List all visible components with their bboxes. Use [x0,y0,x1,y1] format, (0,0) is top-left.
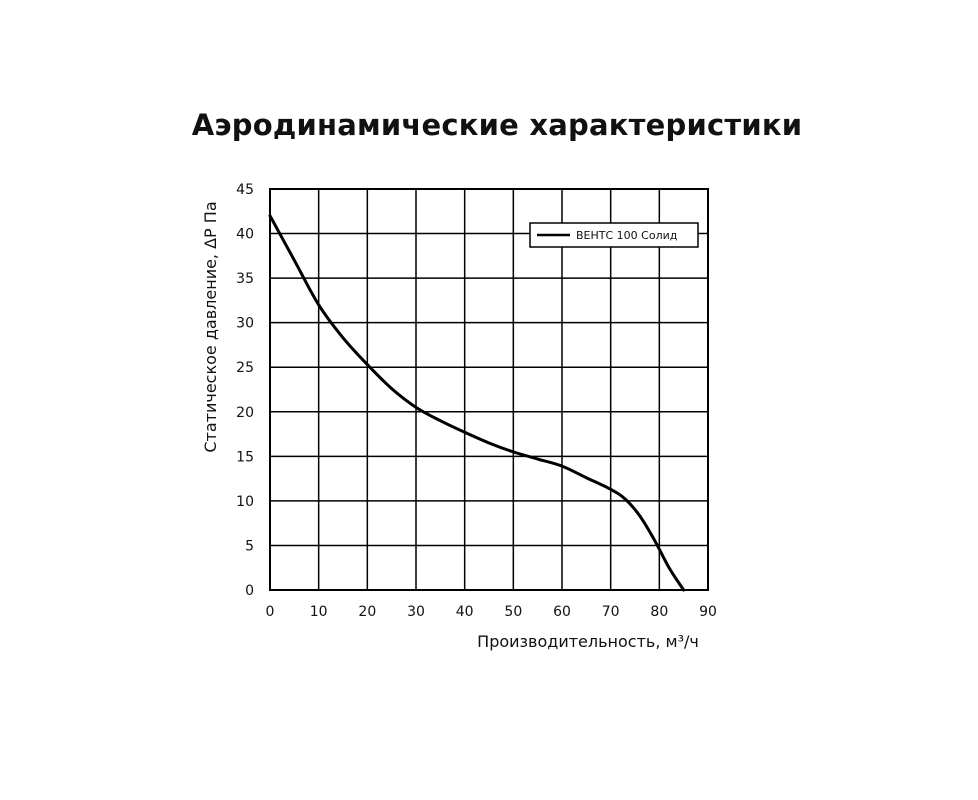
x-tick-label: 60 [553,604,571,620]
x-tick-label: 40 [456,604,474,620]
y-axis-label: Статическое давление, ΔР Па [201,201,220,452]
legend: ВЕНТС 100 Солид [529,222,699,248]
x-tick-label: 0 [266,604,275,620]
x-tick-label: 90 [699,604,717,620]
series-layer [268,214,686,592]
x-axis-label: Производительность, м³/ч [477,632,699,651]
plot-frame [269,188,709,591]
x-tick-label: 10 [310,604,328,620]
y-tick-label: 25 [236,360,254,376]
chart-title: Аэродинамические характеристики [191,108,803,142]
series-line [268,214,686,592]
y-tick-label: 15 [236,449,254,465]
x-tick-label: 20 [358,604,376,620]
x-tick-label: 30 [407,604,425,620]
x-tick-label: 70 [602,604,620,620]
x-tick-labels: 0 10 20 30 40 50 60 70 80 90 [266,604,717,620]
y-tick-label: 20 [236,405,254,421]
y-tick-label: 40 [236,227,254,243]
x-tick-label: 50 [504,604,522,620]
legend-label: ВЕНТС 100 Солид [576,229,678,242]
x-tick-label: 80 [650,604,668,620]
grid [269,188,709,591]
y-tick-label: 35 [236,271,254,287]
y-tick-label: 5 [245,538,254,554]
y-tick-label: 45 [236,182,254,198]
y-tick-label: 10 [236,494,254,510]
y-tick-label: 0 [245,583,254,599]
y-tick-labels: 0 5 10 15 20 25 30 35 40 45 [236,182,254,599]
y-tick-label: 30 [236,316,254,332]
